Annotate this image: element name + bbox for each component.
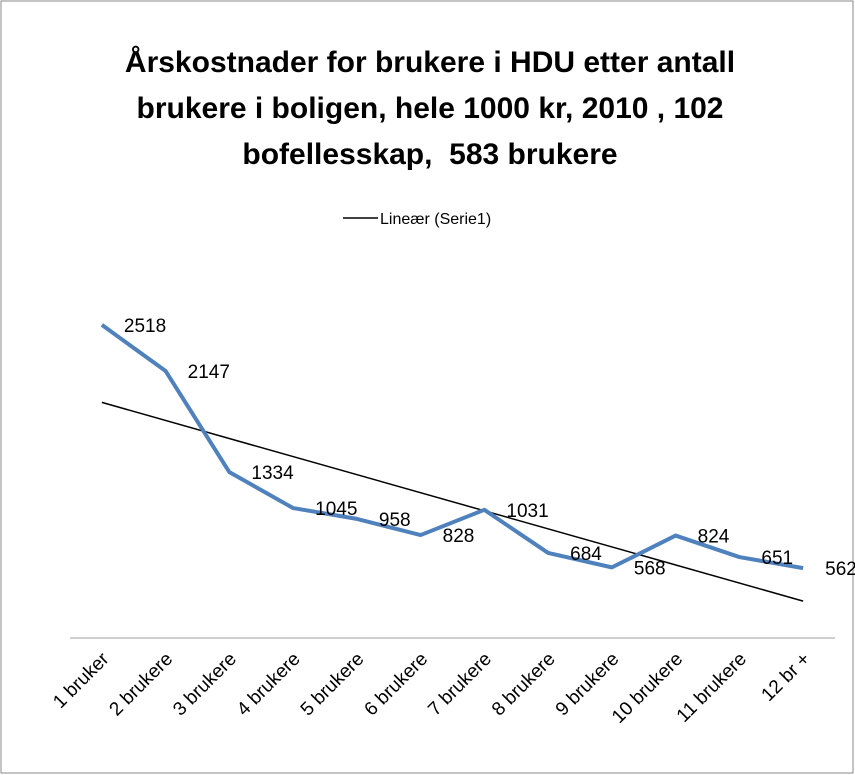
- data-label: 1334: [251, 463, 294, 484]
- data-label: 2518: [124, 316, 166, 337]
- trendline: [101, 401, 804, 602]
- data-label: 824: [698, 527, 730, 548]
- data-label: 1031: [506, 501, 548, 522]
- data-label: 651: [761, 548, 793, 569]
- data-label: 684: [570, 544, 602, 565]
- chart-title: Årskostnader for brukere i HDU etter ant…: [125, 46, 735, 79]
- data-label: 568: [634, 558, 666, 579]
- data-label: 828: [443, 526, 475, 547]
- data-label: 958: [379, 510, 411, 531]
- series-line: [100, 323, 804, 571]
- chart-title: bofellesskap, 583 brukere: [242, 138, 617, 171]
- data-label: 2147: [188, 362, 230, 383]
- data-label: 562: [825, 559, 855, 580]
- legend-label: Lineær (Serie1): [380, 211, 491, 228]
- chart-title: brukere i boligen, hele 1000 kr, 2010 , …: [137, 92, 724, 125]
- data-label: 1045: [315, 499, 357, 520]
